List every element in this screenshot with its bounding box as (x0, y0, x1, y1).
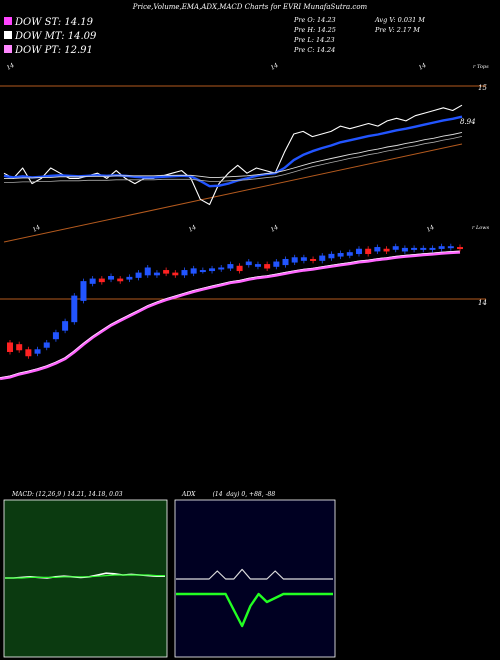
candle-down (236, 265, 243, 272)
candle-up (34, 349, 41, 354)
candle-down (365, 248, 372, 255)
candle-up (392, 246, 399, 250)
di-line (176, 592, 333, 628)
dow-mt-swatch (4, 31, 12, 39)
chart-title: Price,Volume,EMA,ADX,MACD Charts for EVR… (132, 3, 368, 11)
candle-down (310, 258, 317, 261)
candle-up (374, 247, 381, 252)
ema-blue-line (3, 115, 463, 188)
candle-up (218, 267, 225, 270)
date-label-bm2: 14 (270, 224, 280, 234)
ema-magenta-line (0, 250, 461, 381)
candle-up (346, 252, 353, 256)
candle-up (227, 264, 234, 269)
candle-up (355, 248, 362, 255)
candle-down (117, 278, 124, 282)
candle-up (429, 247, 436, 250)
dow-pt-swatch (4, 45, 12, 53)
tops-label: r Tops (473, 64, 489, 70)
adx-line (176, 568, 333, 580)
date-label-tm: 14 (270, 62, 280, 72)
candle-down (98, 278, 105, 283)
date-label-br: 14 (426, 224, 436, 234)
candle-down (16, 344, 23, 351)
macd-lines (5, 572, 165, 579)
candle-down (383, 248, 390, 252)
ema-trend-line (0, 250, 461, 381)
prev-low: Pre L: 14.23 (293, 36, 335, 44)
adx-title: ADX (14 day) 0, +88, -88 (181, 491, 275, 498)
candle-up (273, 261, 280, 267)
candlesticks (7, 243, 463, 359)
candle-up (438, 246, 445, 249)
candle-up (420, 247, 427, 250)
candle-up (181, 270, 188, 276)
candle-down (7, 342, 13, 352)
candle-up (144, 267, 151, 276)
lows-label: r Lows (472, 225, 490, 231)
candle-up (71, 295, 78, 323)
date-label-tl: 14 (6, 62, 16, 72)
candle-up (337, 253, 344, 257)
date-label-bm: 14 (188, 224, 198, 234)
date-label-bl: 14 (32, 224, 42, 234)
candle-up (153, 272, 160, 276)
level-894-label: 8.94 (460, 118, 476, 126)
ema-highlight-line (0, 250, 461, 378)
prev-volume: Pre V: 2.17 M (374, 26, 420, 34)
candle-up (190, 268, 197, 274)
candle-up (108, 276, 115, 280)
candle-down (163, 270, 170, 274)
candle-up (89, 278, 96, 284)
candle-up (43, 342, 50, 348)
candle-up (254, 264, 261, 267)
candle-down (25, 349, 32, 357)
candle-up (209, 268, 216, 272)
avg-volume: Avg V: 0.031 M (374, 16, 425, 24)
candle-down (264, 264, 271, 269)
dow-st-label: DOW ST: 14.19 (14, 17, 94, 28)
macd-signal-line (5, 574, 165, 579)
candle-up (401, 247, 408, 252)
candle-up (282, 258, 289, 266)
candle-up (52, 332, 59, 340)
candle-down (172, 272, 179, 276)
price-ema-lines (3, 104, 463, 206)
candle-up (319, 255, 326, 261)
candle-up (447, 246, 454, 249)
candle-up (300, 257, 307, 261)
price-line (3, 104, 463, 206)
support-trendline (3, 143, 463, 243)
level-15-label: 15 (478, 84, 487, 92)
candle-up (411, 247, 418, 250)
prev-open: Pre O: 14.23 (293, 16, 336, 24)
candle-up (135, 272, 142, 278)
dow-pt-label: DOW PT: 12.91 (14, 45, 93, 56)
ema-slow-line (4, 131, 463, 179)
candle-up (199, 270, 206, 273)
date-label-tr: 14 (418, 62, 428, 72)
level-14-label: 14 (478, 299, 487, 307)
macd-panel (3, 499, 168, 658)
candle-up (62, 321, 69, 331)
candle-up (291, 257, 298, 263)
dow-mt-label: DOW MT: 14.09 (14, 31, 97, 42)
macd-title: MACD: (12,26,9 ) 14.21, 14.18, 0.03 (11, 491, 123, 498)
candle-up (328, 253, 335, 259)
candle-up (126, 276, 133, 280)
prev-close: Pre C: 14.24 (293, 46, 335, 54)
adx-lines (176, 568, 333, 628)
candle-up (245, 261, 252, 266)
prev-high: Pre H: 14.25 (293, 26, 336, 34)
ema-slow-line-lower (4, 136, 463, 183)
candle-up (80, 281, 87, 301)
dow-st-swatch (4, 17, 12, 25)
candle-down (457, 247, 463, 250)
